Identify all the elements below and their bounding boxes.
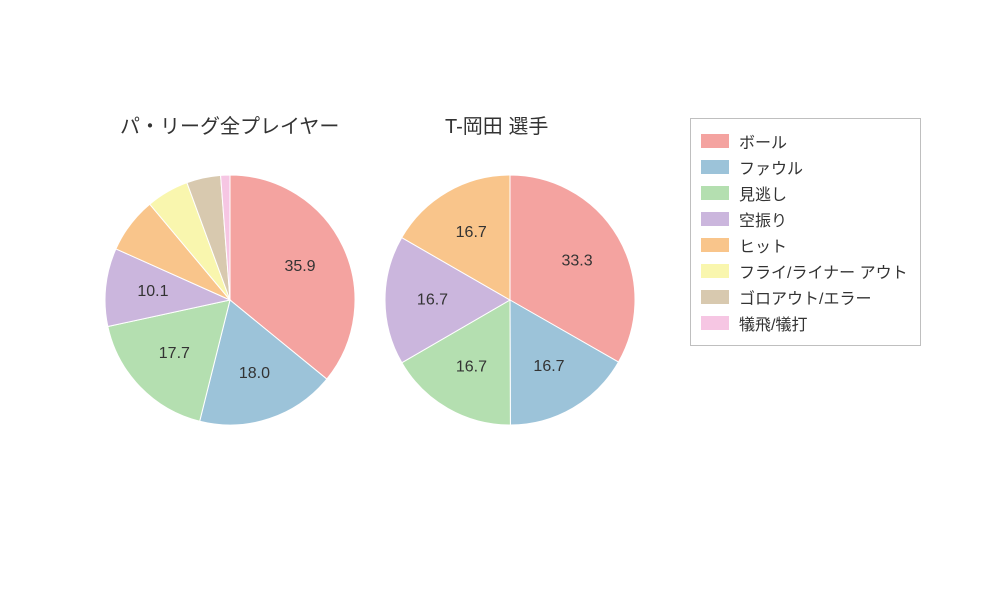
legend-item-ball: ボール bbox=[701, 129, 908, 153]
legend-item-sac: 犠飛/犠打 bbox=[701, 311, 908, 335]
legend-item-fly: フライ/ライナー アウト bbox=[701, 259, 908, 283]
pie-label-player-swing: 16.7 bbox=[417, 291, 448, 308]
legend-item-look: 見逃し bbox=[701, 181, 908, 205]
pie-label-league-ball: 35.9 bbox=[284, 258, 315, 275]
legend-swatch-swing bbox=[701, 212, 729, 226]
legend-item-ground: ゴロアウト/エラー bbox=[701, 285, 908, 309]
pie-label-player-ball: 33.3 bbox=[561, 252, 592, 269]
chart-title-league: パ・リーグ全プレイヤー bbox=[120, 110, 339, 139]
pie-player: 33.3 16.7 16.7 16.7 16.7 bbox=[383, 173, 637, 432]
chart-title-player: T-岡田 選手 bbox=[445, 110, 548, 139]
legend: ボールファウル見逃し空振りヒットフライ/ライナー アウトゴロアウト/エラー犠飛/… bbox=[690, 118, 921, 346]
legend-swatch-foul bbox=[701, 160, 729, 174]
pie-league: 35.9 18.0 17.7 10.1 bbox=[103, 173, 357, 432]
pie-label-player-foul: 16.7 bbox=[533, 358, 564, 375]
legend-label-swing: 空振り bbox=[739, 207, 787, 231]
pie-label-player-look: 16.7 bbox=[456, 358, 487, 375]
legend-swatch-ball bbox=[701, 134, 729, 148]
pie-label-league-look: 17.7 bbox=[159, 345, 190, 362]
pie-label-player-hit: 16.7 bbox=[456, 224, 487, 241]
legend-item-swing: 空振り bbox=[701, 207, 908, 231]
legend-label-ground: ゴロアウト/エラー bbox=[739, 285, 871, 309]
legend-label-look: 見逃し bbox=[739, 181, 787, 205]
chart-stage: パ・リーグ全プレイヤー 35.9 18.0 17.7 10.1 T-岡田 選手 33.3 16… bbox=[0, 0, 1000, 600]
legend-swatch-ground bbox=[701, 290, 729, 304]
legend-swatch-look bbox=[701, 186, 729, 200]
legend-swatch-hit bbox=[701, 238, 729, 252]
pie-label-league-swing: 10.1 bbox=[137, 283, 168, 300]
legend-item-foul: ファウル bbox=[701, 155, 908, 179]
legend-label-foul: ファウル bbox=[739, 155, 803, 179]
legend-label-hit: ヒット bbox=[739, 233, 787, 257]
legend-swatch-sac bbox=[701, 316, 729, 330]
legend-swatch-fly bbox=[701, 264, 729, 278]
legend-label-sac: 犠飛/犠打 bbox=[739, 311, 807, 335]
legend-item-hit: ヒット bbox=[701, 233, 908, 257]
legend-label-ball: ボール bbox=[739, 129, 787, 153]
legend-label-fly: フライ/ライナー アウト bbox=[739, 259, 908, 283]
pie-label-league-foul: 18.0 bbox=[239, 365, 270, 382]
